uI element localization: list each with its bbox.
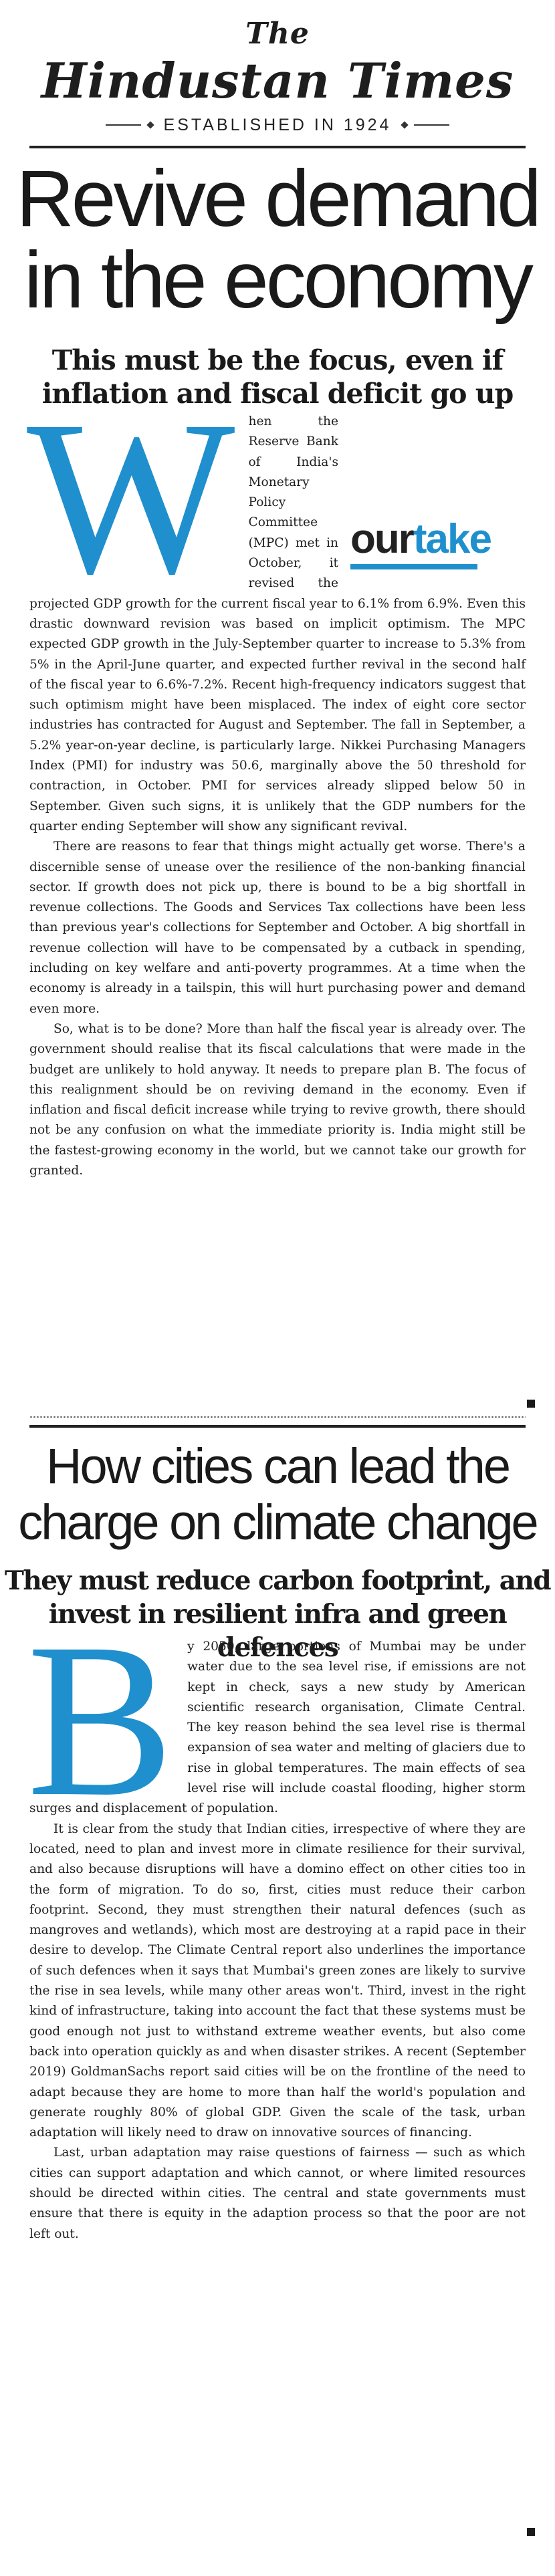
masthead-title: Hindustan Times xyxy=(41,52,514,109)
drop-cap: W xyxy=(27,376,235,620)
diamond-icon xyxy=(401,121,409,129)
divider xyxy=(106,124,141,126)
subhead-line: invest in resilient infra and green defe… xyxy=(48,1599,508,1663)
paragraph: Last, urban adaptation may raise questio… xyxy=(29,2146,526,2241)
headline-line: Revive demand xyxy=(16,154,542,243)
editorial1-body: W ourtake hen the Reserve Bank of India'… xyxy=(27,376,526,1181)
headline-line: charge on climate change xyxy=(18,1495,538,1550)
end-mark xyxy=(527,2528,535,2536)
paragraph: It is clear from the study that Indian c… xyxy=(29,1821,526,2140)
editorial1-headline: Revive demand in the economy xyxy=(0,158,555,321)
established-text: ESTABLISHED IN 1924 xyxy=(163,115,392,134)
divider xyxy=(414,124,449,126)
editorial2-headline: How cities can lead the charge on climat… xyxy=(0,1438,555,1551)
section-rule xyxy=(29,1425,526,1428)
paragraph-text: hen the Reserve Bank of India's Monetary… xyxy=(29,414,526,833)
paragraph: So, what is to be done? More than half t… xyxy=(29,1021,526,1178)
paragraph: W ourtake hen the Reserve Bank of India'… xyxy=(27,376,526,837)
paragraph: There are reasons to fear that things mi… xyxy=(29,840,526,1016)
paragraph: B y 2050, large portions of Mumbai may b… xyxy=(27,1598,526,1842)
dotted-divider xyxy=(29,1416,526,1418)
headline-line: in the economy xyxy=(24,235,534,325)
subhead-line: This must be the focus, even if xyxy=(51,344,504,376)
paragraph-text: y 2050, large portions of Mumbai may be … xyxy=(29,1640,526,1816)
ourtake-badge: ourtake xyxy=(350,512,526,576)
end-mark xyxy=(527,1400,535,1408)
ourtake-logo: ourtake xyxy=(350,516,492,562)
ourtake-take: take xyxy=(413,516,492,562)
established-line: ESTABLISHED IN 1924 xyxy=(106,112,449,138)
ourtake-our: our xyxy=(350,516,415,562)
editorial2-subhead: They must reduce carbon footprint, and i… xyxy=(0,1564,555,1664)
ourtake-bar xyxy=(350,564,477,569)
subhead-line: inflation and fiscal deficit go up xyxy=(41,378,514,410)
masthead-the: The xyxy=(245,17,310,51)
top-rule xyxy=(29,146,526,148)
editorial2-body: B y 2050, large portions of Mumbai may b… xyxy=(27,1598,526,2244)
subhead-line: They must reduce carbon footprint, and xyxy=(4,1565,552,1596)
diamond-icon xyxy=(146,121,154,129)
editorial1-subhead: This must be the focus, even if inflatio… xyxy=(0,344,555,410)
headline-line: How cities can lead the xyxy=(46,1438,511,1494)
drop-cap: B xyxy=(27,1598,175,1842)
